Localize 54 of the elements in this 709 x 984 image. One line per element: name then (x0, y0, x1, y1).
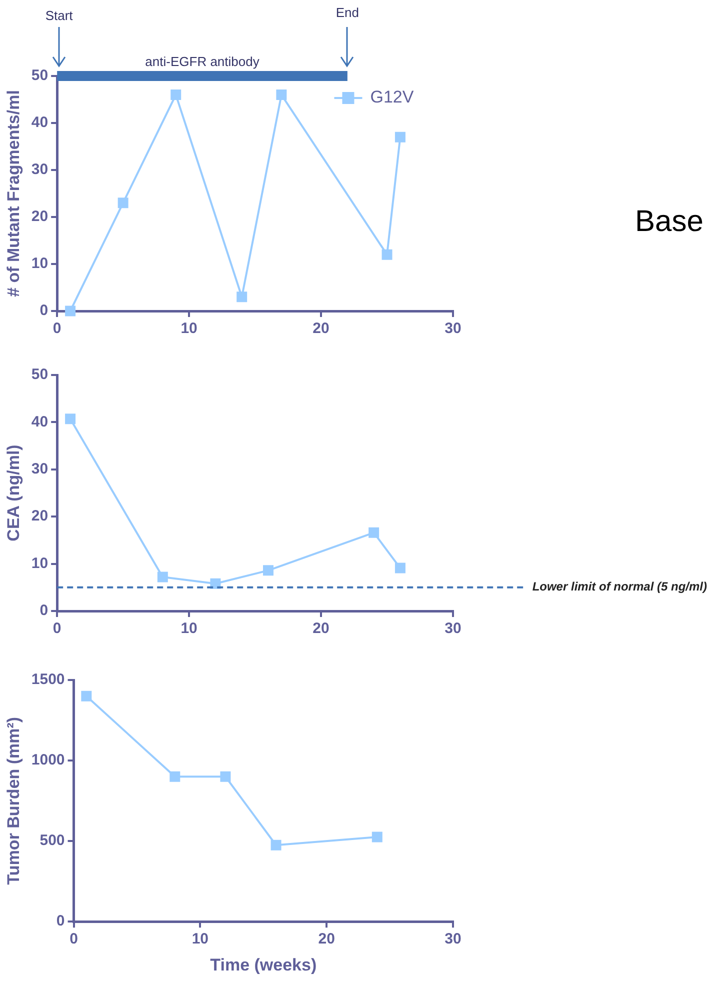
point (81, 690, 92, 702)
y-tick-label: 10 (31, 554, 48, 572)
y-tick-label: 30 (31, 161, 48, 178)
x-tick-label: 20 (318, 930, 335, 948)
point (118, 198, 128, 208)
point (394, 132, 406, 142)
y-tick-label: 1500 (31, 671, 65, 688)
x-tick-label: 20 (312, 320, 330, 338)
y-axis-title: # of Mutant Fragments/ml (4, 90, 23, 297)
x-tick-label: 10 (180, 620, 198, 638)
legend-label: G12V (370, 88, 414, 107)
point (276, 90, 287, 100)
y-tick-label: 500 (40, 832, 65, 850)
point (270, 840, 282, 850)
point (262, 565, 274, 576)
y-tick-label: 50 (31, 366, 48, 384)
point (220, 771, 231, 782)
y-tick-label: 10 (31, 255, 48, 272)
text: Start (44, 8, 74, 23)
point (210, 578, 221, 589)
point (394, 562, 406, 574)
point (236, 292, 248, 302)
y-tick-label: 40 (31, 114, 48, 132)
ref-line-label: Lower limit of normal (5 ng/ml) (532, 580, 707, 594)
y-axis-title: CEA (ng/ml) (4, 444, 23, 542)
point (372, 832, 382, 842)
y-tick-label: 0 (40, 602, 48, 620)
text: End (334, 5, 360, 20)
point (65, 306, 76, 316)
x-tick-label: 20 (312, 620, 330, 638)
x-tick-label: 30 (444, 930, 462, 948)
series-label: anti-EGFR antibody (145, 54, 260, 70)
x-tick-label: 10 (192, 930, 209, 948)
y-tick-label: 50 (31, 67, 48, 84)
y-tick-label: 40 (31, 413, 48, 430)
y-tick-label: 20 (31, 508, 48, 525)
x-axis-title: Time (weeks) (210, 955, 317, 974)
x-tick-label: 30 (444, 320, 462, 338)
point (382, 249, 392, 260)
point (368, 527, 380, 538)
y-tick-label: 0 (56, 912, 65, 930)
y-axis-title: Tumor Burden (mm²) (4, 716, 23, 885)
text: Base (635, 205, 704, 240)
y-tick-label: 30 (31, 460, 48, 478)
point (170, 90, 182, 100)
point (65, 414, 76, 424)
x-tick-label: 30 (444, 620, 462, 638)
point (170, 771, 180, 782)
point (157, 572, 168, 582)
y-tick-label: 20 (31, 208, 48, 226)
y-tick-label: 0 (40, 302, 48, 320)
x-tick-label: 10 (180, 320, 198, 338)
x-tick-label: 0 (70, 930, 78, 948)
y-tick-label: 1000 (31, 752, 65, 769)
